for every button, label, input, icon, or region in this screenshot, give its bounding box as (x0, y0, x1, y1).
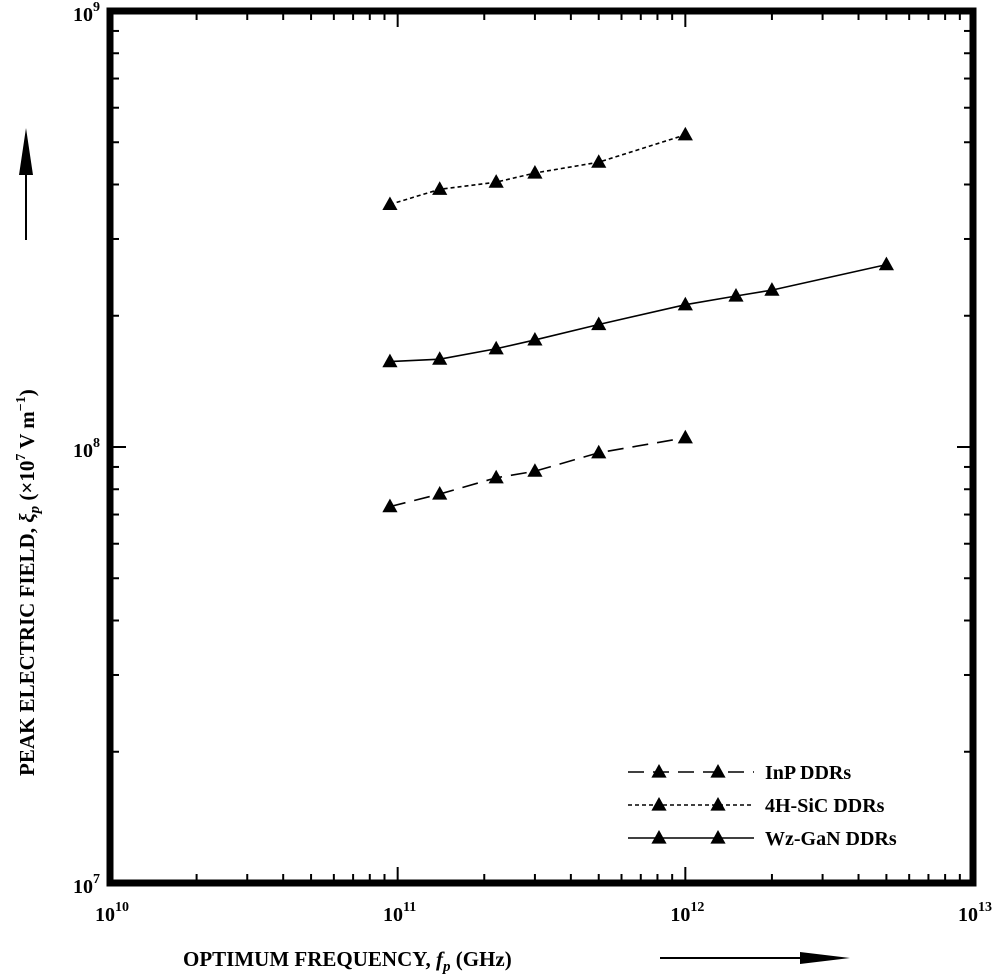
y-axis-label-subscript: p (27, 505, 43, 515)
x-tick-label: 1011 (383, 900, 416, 926)
x-axis-label-main: OPTIMUM FREQUENCY, (183, 947, 436, 971)
y-tick-label-base: 10 (73, 440, 93, 462)
series-point (527, 463, 543, 477)
y-tick-label-base: 10 (73, 876, 93, 898)
series-point (591, 154, 607, 168)
y-axis-label-unit-pre: (×10 (15, 461, 39, 506)
series-line (389, 134, 686, 206)
series-point (488, 340, 504, 355)
x-tick-label: 1010 (95, 900, 129, 926)
legend-marker (710, 764, 726, 778)
series-point (527, 165, 543, 179)
x-tick-label-exponent: 13 (978, 900, 992, 915)
y-axis-label-unit-exp2: −1 (14, 396, 29, 411)
series-point (488, 469, 504, 484)
x-tick-label-exponent: 12 (690, 900, 704, 915)
legend-marker (651, 764, 667, 778)
svg-text:PEAK ELECTRIC FIELD, ξp (×107: PEAK ELECTRIC FIELD, ξp (×107 V m−1) (14, 389, 43, 776)
series-layer (382, 126, 895, 513)
series-point (591, 444, 607, 459)
series-point (382, 353, 398, 368)
y-axis-arrow (19, 128, 33, 240)
series-point (677, 126, 693, 141)
y-axis-label: PEAK ELECTRIC FIELD, ξp (×107 V m−1) (14, 128, 43, 776)
series-point (432, 486, 448, 500)
y-axis-label-unit-mid: V m (15, 411, 39, 454)
legend-label: 4H-SiC DDRs (765, 795, 885, 817)
series-point (878, 256, 895, 271)
svg-text:OPTIMUM FREQUENCY, fp (GHz): OPTIMUM FREQUENCY, fp (GHz) (183, 947, 512, 975)
y-axis-label-main: PEAK ELECTRIC FIELD, (15, 523, 39, 776)
series-point (382, 498, 398, 513)
plot-frame (106, 7, 977, 887)
series-point (432, 351, 448, 365)
x-tick-label-exponent: 11 (403, 900, 416, 915)
y-tick-label-base: 10 (73, 4, 93, 26)
x-tick-label: 1012 (670, 900, 704, 926)
x-axis-label: OPTIMUM FREQUENCY, fp (GHz) (183, 947, 850, 975)
x-tick-label-base: 10 (95, 904, 115, 926)
series-4h-sic-ddrs (382, 126, 693, 211)
series-point (488, 174, 504, 188)
y-tick-label-exponent: 9 (93, 0, 100, 15)
x-tick-label-exponent: 10 (115, 900, 129, 915)
series-point (432, 181, 448, 195)
series-point (527, 331, 543, 346)
legend-item: 4H-SiC DDRs (628, 795, 885, 817)
series-point (677, 296, 693, 311)
series-point (764, 282, 780, 296)
series-point (591, 316, 607, 331)
y-tick-label: 109 (73, 0, 100, 26)
series-point (382, 196, 398, 211)
y-tick-label-exponent: 7 (93, 872, 100, 887)
y-tick-label: 108 (73, 436, 100, 462)
axis-ticks (110, 11, 973, 883)
series-line (389, 436, 686, 508)
x-tick-label-base: 10 (670, 904, 690, 926)
x-tick-label-base: 10 (383, 904, 403, 926)
y-tick-label: 107 (73, 872, 100, 898)
x-axis-label-symbol: f (436, 947, 445, 971)
legend-marker (710, 830, 726, 844)
series-line (389, 263, 887, 363)
series-inp-ddrs (382, 429, 693, 513)
legend-item: Wz-GaN DDRs (628, 828, 897, 850)
y-axis-label-unit-exp: 7 (14, 454, 29, 461)
series-point (677, 429, 693, 444)
legend: InP DDRs 4H-SiC DDRs Wz-GaN DDRs (628, 762, 897, 850)
x-axis-label-subscript: p (441, 959, 451, 975)
series-point (728, 287, 744, 302)
y-axis-label-symbol: ξ (15, 513, 39, 523)
legend-marker (710, 797, 726, 811)
x-axis-label-unit: (GHz) (450, 947, 511, 971)
x-tick-label-base: 10 (958, 904, 978, 926)
y-tick-label-exponent: 8 (93, 436, 100, 451)
y-axis-label-unit-post: ) (15, 389, 39, 396)
x-tick-label: 1013 (958, 900, 992, 926)
legend-item: InP DDRs (628, 762, 851, 784)
series-wz-gan-ddrs (382, 256, 895, 368)
legend-marker (651, 797, 667, 811)
legend-label: Wz-GaN DDRs (765, 828, 897, 850)
x-axis-arrow (660, 952, 850, 964)
legend-label: InP DDRs (765, 762, 851, 784)
legend-marker (651, 830, 667, 844)
